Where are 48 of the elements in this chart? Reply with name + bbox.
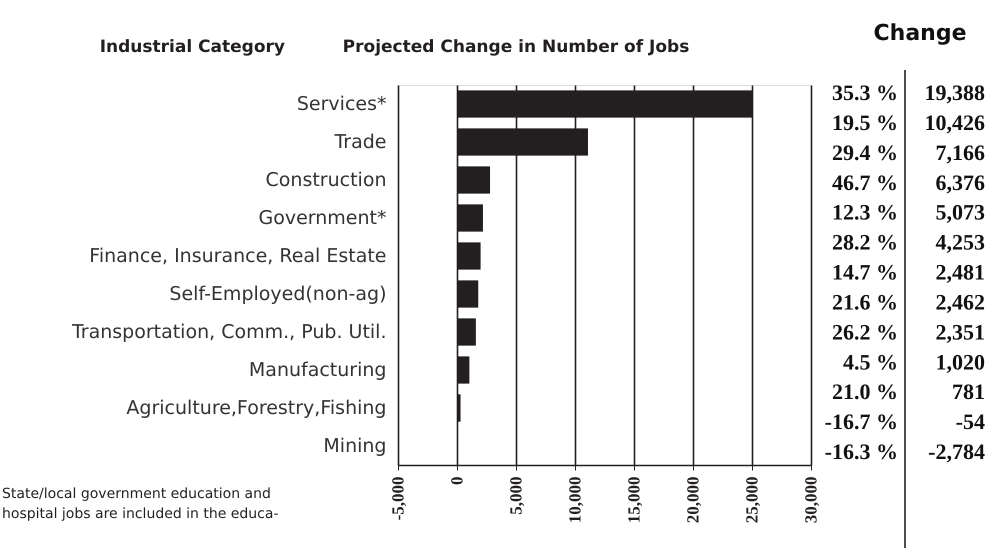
text: 10,426 [924, 110, 985, 135]
text: 46.7 % [832, 170, 898, 195]
y-tick-label: Transportation, Comm., Pub. Util. [70, 321, 386, 343]
text: 4,253 [936, 230, 985, 255]
text: 6,376 [936, 170, 985, 195]
x-tick-label: 25,000 [742, 476, 762, 524]
text: State/local government education and hospital jobs are included in the educa- [2, 486, 278, 522]
text: 2,481 [936, 260, 985, 284]
y-axis-title: Industrial Category [100, 37, 285, 57]
y-tick-label: Trade [333, 131, 386, 153]
text: 26.2 % [832, 319, 898, 344]
text: -2,784 [928, 439, 985, 464]
text: 1,020 [936, 349, 985, 374]
text: 4.5 % [843, 349, 898, 374]
y-tick-label: Mining [323, 435, 386, 457]
text: 2,351 [936, 319, 985, 344]
text: 21.0 % [832, 379, 898, 404]
y-tick-label: Agriculture,Forestry,Fishing [126, 397, 386, 419]
text: 12.3 % [832, 200, 898, 225]
text: 19.5 % [832, 110, 898, 135]
x-tick-label: 20,000 [684, 476, 702, 524]
text: 28.2 % [832, 230, 898, 255]
text: 19,388 [924, 80, 985, 105]
x-tick-label: -5,000 [388, 476, 408, 520]
text: 35.3 % [832, 80, 898, 105]
y-tick-label: Finance, Insurance, Real Estate [89, 245, 386, 267]
text: -16.7 % [824, 409, 898, 434]
x-tick-label: 0 [448, 476, 466, 485]
y-tick-label: Government* [258, 207, 386, 229]
y-tick-label: Services* [296, 93, 386, 115]
text: 14.7 % [832, 260, 898, 284]
text: 21.6 % [832, 289, 898, 314]
text: Change [874, 21, 966, 46]
x-tick-label: 10,000 [566, 476, 584, 524]
y-tick-label: Manufacturing [248, 359, 386, 381]
x-tick-label: 30,000 [802, 476, 820, 524]
text: 2,462 [936, 289, 985, 314]
text: 29.4 % [832, 140, 898, 165]
chart-title: Projected Change in Number of Jobs [342, 37, 690, 57]
text: -54 [956, 409, 985, 434]
text: -16.3 % [824, 439, 898, 464]
text: 7,166 [936, 140, 985, 165]
text: 5,073 [936, 200, 985, 225]
y-tick-label: Self-Employed(non-ag) [169, 283, 386, 305]
x-tick-label: 15,000 [624, 476, 644, 524]
y-tick-label: Construction [266, 169, 386, 191]
x-tick-label: 5,000 [506, 476, 526, 515]
text: 781 [952, 379, 985, 404]
